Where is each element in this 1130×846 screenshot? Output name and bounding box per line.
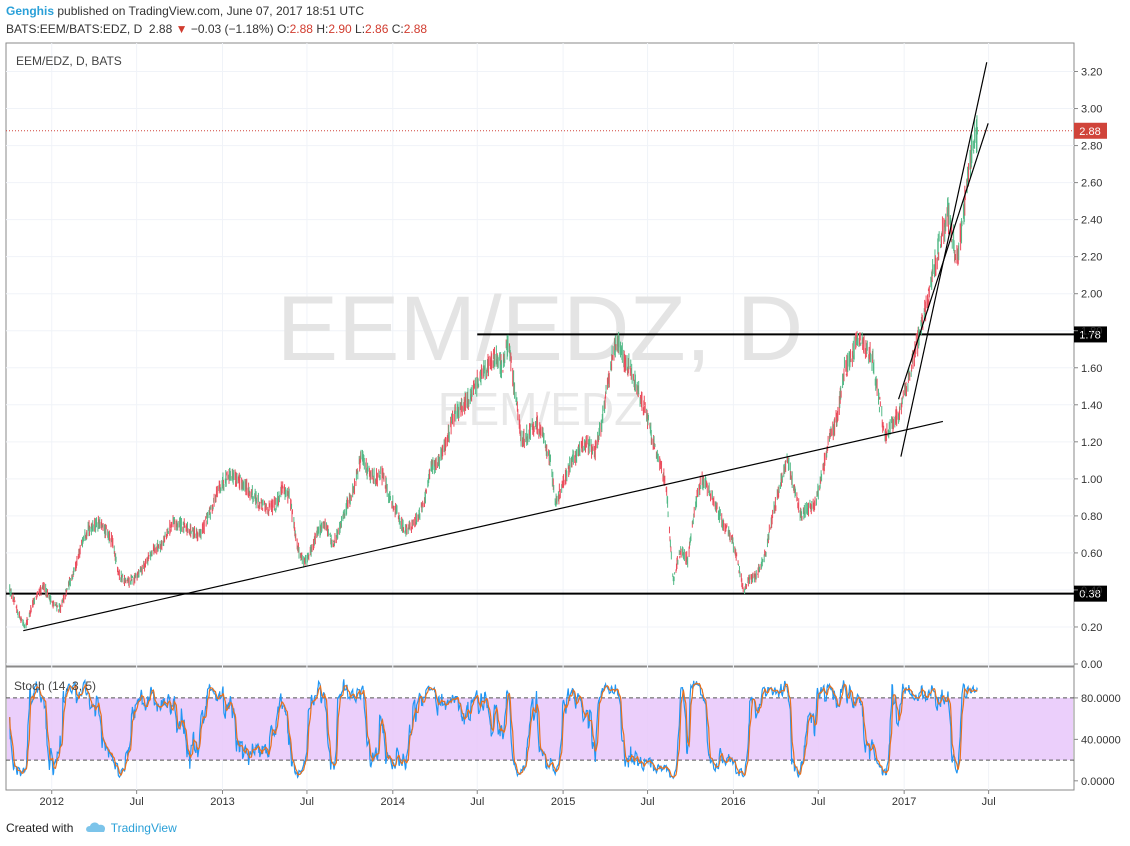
trend-line[interactable]	[897, 123, 989, 400]
price-tick-label: 1.00	[1081, 474, 1102, 486]
created-with-label: Created with	[6, 821, 74, 835]
watermark-large: EEM/EDZ, D	[277, 278, 803, 380]
symbol-name: BATS:EEM/BATS:EDZ, D	[6, 22, 143, 36]
price-tick-label: 0.00	[1081, 659, 1102, 671]
grid	[6, 43, 1074, 790]
time-tick-label: 2014	[381, 796, 405, 808]
level-price-tag	[1074, 585, 1107, 602]
stoch-d-line	[9, 682, 978, 778]
last-price-tag	[1074, 122, 1107, 139]
price-tick-label: 2.60	[1081, 178, 1102, 190]
price-tick-label: 2.40	[1081, 215, 1102, 227]
level-price-label: 1.78	[1079, 329, 1100, 341]
close-value: 2.88	[403, 22, 428, 36]
level-price-label: 0.38	[1079, 589, 1100, 601]
open-value: 2.88	[289, 22, 313, 36]
stoch-tick-label: 0.0000	[1081, 776, 1115, 788]
time-tick-label: Jul	[982, 796, 996, 808]
price-tick-label: 3.00	[1081, 104, 1102, 116]
price-tick-label: 0.20	[1081, 622, 1102, 634]
price-tick-label: 1.40	[1081, 400, 1102, 412]
price-tick-label: 2.00	[1081, 289, 1102, 301]
time-tick-label: 2012	[39, 796, 63, 808]
time-tick-label: Jul	[130, 796, 144, 808]
publish-info: published on TradingView.com, June 07, 2…	[57, 4, 365, 18]
open-label: O:	[276, 22, 290, 36]
close-label: C:	[391, 22, 404, 36]
price-tick-label: 0.80	[1081, 511, 1102, 523]
time-tick-label: 2017	[892, 796, 916, 808]
last-price: 2.88	[148, 22, 173, 36]
time-tick-label: Jul	[300, 796, 314, 808]
price-tick-label: 1.20	[1081, 437, 1102, 449]
level-price-tag	[1074, 326, 1107, 343]
time-tick-label: 2013	[210, 796, 234, 808]
stoch-tick-label: 40.0000	[1081, 734, 1121, 746]
time-tick-label: Jul	[811, 796, 825, 808]
price-tick-label: 0.60	[1081, 548, 1102, 560]
stoch-panel-title: Stoch (14, 3, 5)	[14, 679, 97, 693]
trend-lines[interactable]	[23, 62, 989, 632]
time-tick-label: 2016	[721, 796, 745, 808]
price-tick-label: 3.20	[1081, 67, 1102, 79]
price-tick-label: 0.40	[1081, 585, 1102, 597]
down-triangle-icon: ▼	[175, 22, 188, 36]
tradingview-cloud-icon	[85, 821, 107, 836]
last-price-tag-label: 2.88	[1079, 126, 1100, 138]
low-label: L:	[355, 22, 366, 36]
price-tick-label: 1.80	[1081, 326, 1102, 338]
price-change: −0.03 (−1.18%)	[190, 22, 274, 36]
time-axis[interactable]: 2012 Jul 2013 Jul 2014 Jul 2015 Jul 2016 Jul 2017 J…	[39, 790, 996, 808]
time-tick-label: Jul	[470, 796, 484, 808]
price-series	[9, 115, 978, 629]
stoch-axis[interactable]: 80.0000 40.0000 0.0000	[1074, 693, 1121, 788]
stoch-lines	[9, 678, 978, 780]
trend-line[interactable]	[23, 420, 944, 632]
high-label: H:	[316, 22, 329, 36]
price-tick-label: 2.20	[1081, 252, 1102, 264]
stoch-k-line	[9, 678, 978, 780]
main-panel-title: EEM/EDZ, D, BATS	[16, 54, 122, 68]
low-value: 2.86	[365, 22, 389, 36]
time-tick-label: Jul	[641, 796, 655, 808]
time-tick-label: 2015	[551, 796, 575, 808]
publish-header: Genghis published on TradingView.com, Ju…	[6, 4, 364, 18]
price-pane[interactable]	[5, 42, 1075, 667]
price-axis[interactable]: 3.20 3.00 2.80 2.60 2.40 2.20 2.00 1.80 1.60 1.40…	[1074, 67, 1102, 671]
footer: Created with TradingView	[6, 821, 177, 836]
symbol-info-line: BATS:EEM/BATS:EDZ, D 2.88 ▼ −0.03 (−1.18…	[6, 22, 427, 36]
author-link[interactable]: Genghis	[6, 4, 55, 18]
stoch-tick-label: 80.0000	[1081, 693, 1121, 705]
price-tick-label: 1.60	[1081, 363, 1102, 375]
tradingview-brand-link[interactable]: TradingView	[110, 821, 177, 835]
price-tick-label: 2.80	[1081, 141, 1102, 153]
high-value: 2.90	[328, 22, 352, 36]
